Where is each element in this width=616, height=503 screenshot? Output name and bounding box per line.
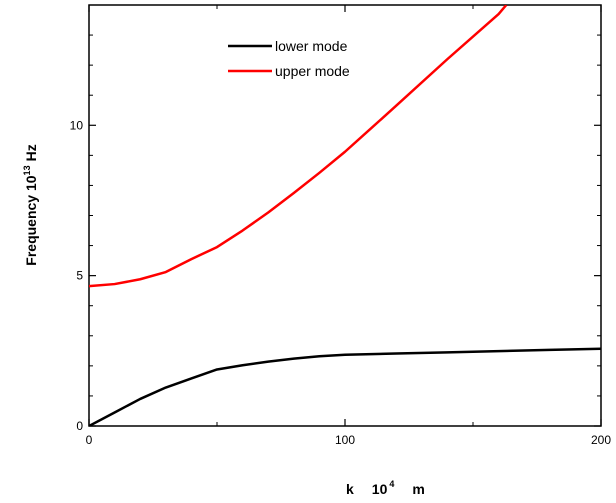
x-tick-label: 100 — [335, 433, 355, 447]
x-axis-title-unit: m — [412, 481, 424, 497]
legend: lower mode upper mode — [226, 32, 381, 84]
x-axis-title: k 10 4 m — [346, 479, 425, 497]
x-tick-label: 200 — [591, 433, 611, 447]
x-axis-title-mantissa: 10 — [372, 481, 388, 497]
x-axis-title-base: k — [346, 481, 354, 497]
y-axis-title-unit: Hz — [23, 144, 39, 161]
y-axis-title-base: Frequency 10 — [23, 175, 39, 265]
y-axis-title: Frequency 1013 Hz — [22, 144, 39, 265]
y-tick-label: 10 — [70, 118, 84, 132]
y-tick-label: 5 — [76, 269, 83, 283]
series-line-upper-mode — [89, 5, 508, 288]
legend-background — [226, 32, 381, 84]
series-line-lower-mode — [89, 347, 601, 426]
legend-label: upper mode — [275, 63, 350, 79]
ticks-layer: 0 100 200 0 5 10 — [70, 5, 611, 447]
x-tick-label: 0 — [86, 433, 93, 447]
y-tick-label: 0 — [76, 419, 83, 433]
series-layer — [89, 5, 601, 426]
y-axis-title-exponent: 13 — [22, 165, 32, 175]
legend-label: lower mode — [275, 38, 348, 54]
x-axis-title-exponent: 4 — [389, 479, 394, 489]
